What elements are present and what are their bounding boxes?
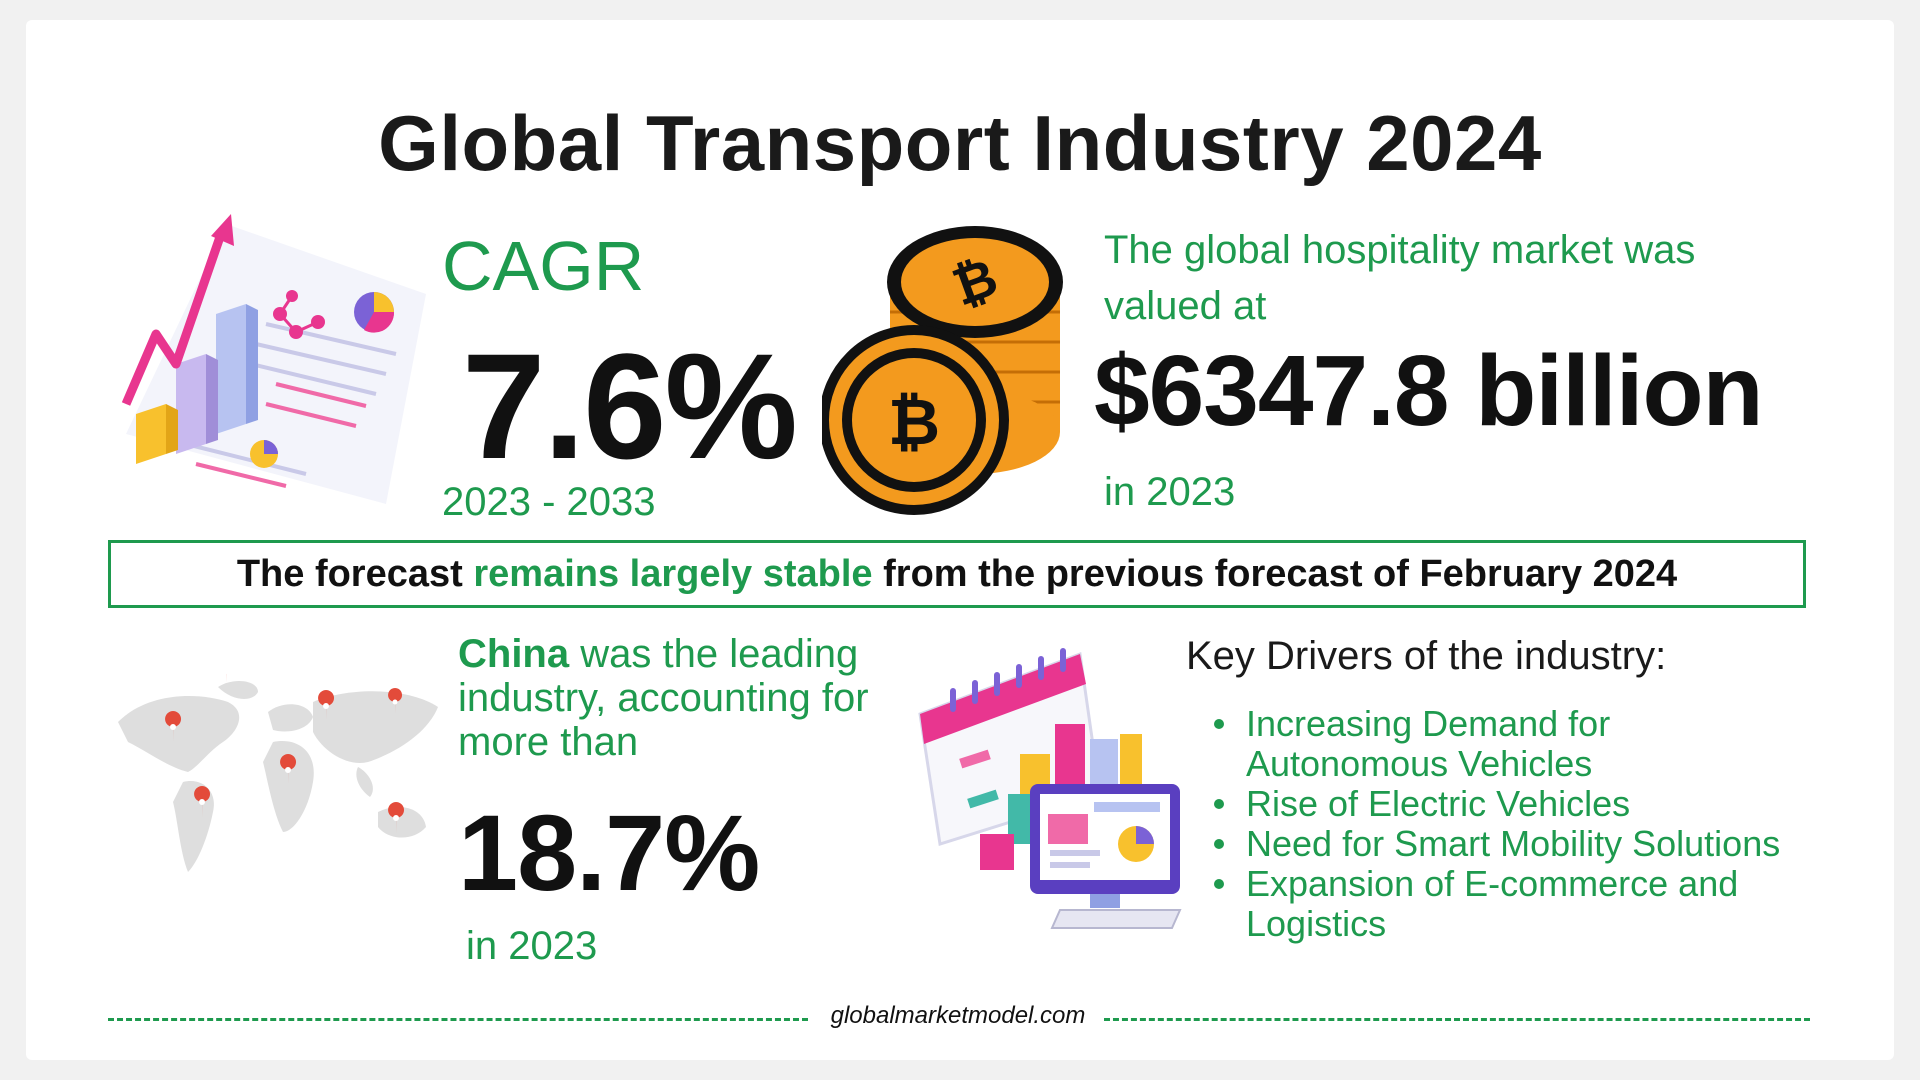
page-title: Global Transport Industry 2024 <box>378 99 1542 187</box>
banner-text-part2: from the previous forecast of February 2… <box>872 552 1678 595</box>
china-country: China <box>458 632 570 676</box>
world-map-icon <box>118 672 438 872</box>
china-year: in 2023 <box>466 924 598 968</box>
footer-divider-right <box>1104 1018 1810 1021</box>
cagr-value: 7.6% <box>462 322 798 490</box>
market-description: The global hospitality market was valued… <box>1104 228 1696 328</box>
china-description: China was the leading industry, accounti… <box>458 632 898 764</box>
market-year: in 2023 <box>1104 470 1236 514</box>
svg-text:₿: ₿ <box>888 386 940 460</box>
china-text: was the leading industry, accounting for… <box>458 632 869 764</box>
market-value: $6347.8 billion <box>1094 335 1764 447</box>
banner-text-part1: The forecast <box>236 552 474 595</box>
footer-site: globalmarketmodel.com <box>830 1002 1086 1029</box>
drivers-list: Increasing Demand for Autonomous Vehicle… <box>1210 704 1810 944</box>
drivers-title: Key Drivers of the industry: <box>1186 634 1667 678</box>
driver-item: Expansion of E-commerce and Logistics <box>1210 864 1810 944</box>
cagr-period: 2023 - 2033 <box>442 480 656 524</box>
driver-item: Need for Smart Mobility Solutions <box>1210 824 1810 864</box>
banner-highlight: remains largely stable <box>473 552 873 595</box>
footer-divider-left <box>108 1018 808 1021</box>
chart-report-icon <box>121 214 426 504</box>
forecast-banner: The forecast remains largely stable from… <box>108 540 1806 608</box>
bitcoin-coins-icon: ₿ ₿ <box>822 226 1063 515</box>
driver-item: Increasing Demand for Autonomous Vehicle… <box>1210 704 1810 784</box>
cagr-label: CAGR <box>442 227 645 305</box>
calendar-dashboard-icon <box>918 648 1182 929</box>
driver-item: Rise of Electric Vehicles <box>1210 784 1810 824</box>
china-share-value: 18.7% <box>458 792 760 913</box>
